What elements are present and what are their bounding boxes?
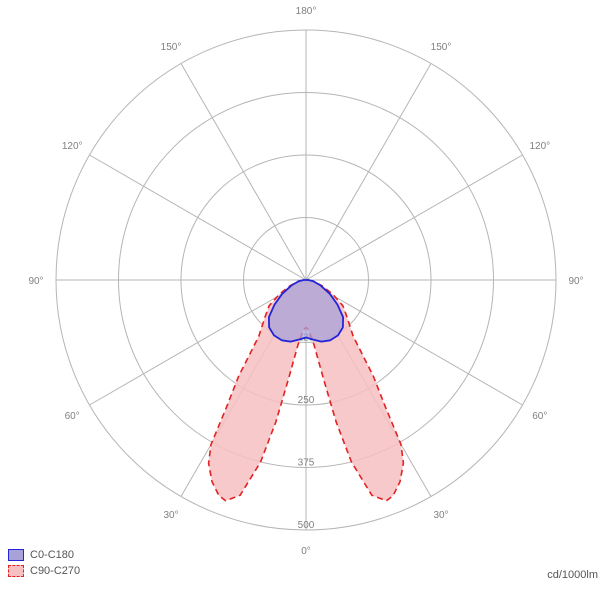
legend-label: C0-C180	[30, 549, 74, 561]
grid-spoke	[181, 63, 306, 280]
polar-chart-container: 180° 150° 120° 90° 60° 30° 0° 30° 60° 90° 120° 150°…	[0, 0, 612, 609]
legend-swatch-c90	[8, 565, 24, 577]
radial-label: 250	[298, 395, 315, 406]
legend-item: C0-C180	[8, 549, 80, 561]
grid-spoke	[306, 63, 431, 280]
angle-label: 120°	[62, 141, 83, 152]
angle-label: 60°	[532, 411, 547, 422]
grid-spoke	[306, 155, 523, 280]
legend: C0-C180 C90-C270	[8, 549, 80, 581]
angle-label: 90°	[28, 276, 43, 287]
series-c0_c180	[269, 280, 343, 342]
angle-label: 30°	[433, 510, 448, 521]
legend-label: C90-C270	[30, 565, 80, 577]
legend-item: C90-C270	[8, 565, 80, 577]
unit-label: cd/1000lm	[547, 569, 598, 581]
angle-label: 60°	[65, 411, 80, 422]
grid-spoke	[89, 155, 306, 280]
radial-label: 500	[298, 520, 315, 531]
radial-label: 375	[298, 458, 315, 469]
angle-label: 150°	[161, 42, 182, 53]
legend-swatch-c0	[8, 549, 24, 561]
angle-label: 0°	[301, 546, 311, 557]
angle-label: 90°	[568, 276, 583, 287]
angle-label: 30°	[163, 510, 178, 521]
angle-label: 180°	[296, 6, 317, 17]
polar-chart-svg: 180° 150° 120° 90° 60° 30° 0° 30° 60° 90° 120° 150°…	[0, 0, 612, 609]
angle-label: 120°	[529, 141, 550, 152]
angle-label: 150°	[431, 42, 452, 53]
